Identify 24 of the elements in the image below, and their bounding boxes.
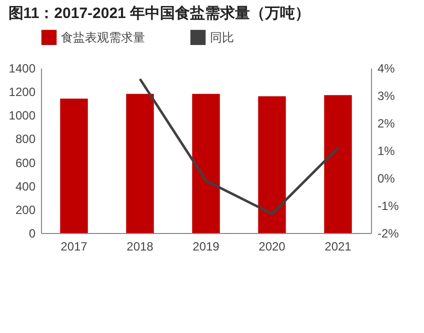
line-series <box>138 78 340 215</box>
y-tick-label: 1000 <box>8 108 36 123</box>
y-tick-label: 400 <box>15 179 36 194</box>
y2-tick-label: 2% <box>378 116 396 130</box>
chart-title: 图11：2017-2021 年中国食盐需求量（万吨） <box>8 5 310 22</box>
x-tick-label: 2017 <box>60 240 88 254</box>
y-tick-label: 1200 <box>8 85 36 100</box>
y-tick-label: 800 <box>15 132 36 146</box>
x-tick-label: 2021 <box>324 240 352 254</box>
x-tick-label: 2020 <box>258 240 286 254</box>
x-tick-label: 2019 <box>192 240 220 254</box>
y-tick-label: 1400 <box>8 62 36 76</box>
legend-label: 同比 <box>210 30 234 44</box>
y2-tick-label: -2% <box>378 226 400 240</box>
x-tick-label: 2018 <box>126 240 154 254</box>
y2-tick-label: 4% <box>378 62 396 76</box>
y-tick-label: 0 <box>28 226 36 240</box>
y2-tick-label: 3% <box>378 89 396 103</box>
legend-label: 食盐表观需求量 <box>61 30 145 44</box>
y-tick-label: 200 <box>15 202 36 217</box>
y2-tick-label: 1% <box>378 144 396 158</box>
y2-tick-label: -1% <box>378 199 400 213</box>
y-tick-label: 600 <box>15 156 36 170</box>
y2-tick-label: 0% <box>378 172 396 186</box>
